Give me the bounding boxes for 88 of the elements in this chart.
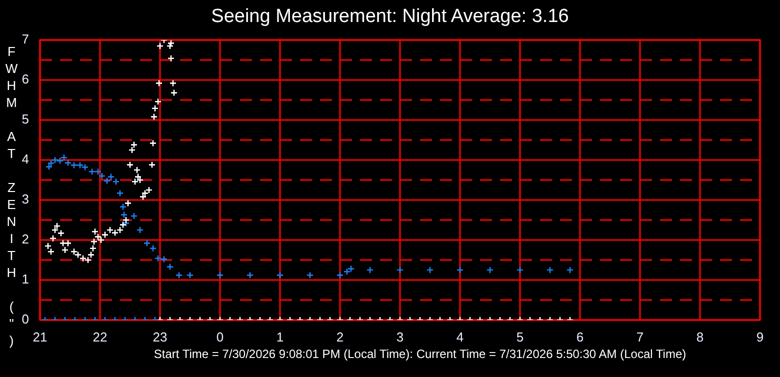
point — [119, 221, 127, 228]
point — [336, 272, 344, 279]
point — [134, 173, 142, 180]
point — [70, 248, 78, 256]
x-tick-label: 22 — [92, 329, 108, 344]
point — [151, 104, 159, 112]
point — [343, 268, 351, 276]
point — [154, 254, 162, 262]
point — [136, 226, 144, 234]
x-tick-label: 7 — [636, 329, 644, 344]
point — [175, 272, 183, 279]
point — [139, 193, 147, 200]
x-tick-label: 5 — [516, 329, 524, 344]
y-tick-label: 6 — [22, 72, 29, 87]
point — [133, 166, 141, 174]
point — [166, 263, 174, 270]
point — [148, 161, 156, 168]
point — [566, 266, 574, 274]
y-tick-label: 2 — [22, 232, 29, 247]
point — [88, 168, 96, 176]
point — [156, 42, 164, 50]
x-tick-label: 23 — [152, 329, 168, 344]
point — [456, 266, 464, 274]
point — [246, 272, 254, 279]
point — [149, 140, 157, 147]
point — [426, 266, 434, 274]
x-tick-label: 6 — [576, 329, 584, 344]
point — [116, 190, 124, 197]
y-tick-label: 1 — [22, 272, 29, 287]
x-tick-label: 8 — [696, 329, 704, 344]
y-tick-label: 7 — [22, 32, 29, 47]
point — [154, 98, 162, 106]
point — [145, 186, 153, 194]
point — [170, 89, 178, 96]
point — [61, 246, 69, 254]
point — [122, 216, 130, 224]
point — [45, 163, 53, 170]
point — [131, 178, 139, 186]
point — [116, 226, 124, 234]
point — [160, 256, 168, 263]
point — [276, 272, 284, 279]
point — [306, 272, 314, 279]
point — [155, 80, 163, 87]
x-tick-label: 2 — [336, 329, 344, 344]
point — [89, 244, 97, 252]
point — [90, 238, 98, 246]
point — [64, 240, 72, 247]
text: Start Time = 7/30/2026 9:08:01 PM (Local Time): Current Time = 7/31/2026 5:50:30 AM (Local Time) — [154, 347, 686, 361]
point — [119, 203, 127, 210]
point — [169, 80, 177, 87]
chart-title: Seeing Measurement: Night Average: 3.16 — [210, 6, 570, 28]
point — [120, 211, 128, 218]
y-axis-title: FWHM AT ZENITH (") — [4, 44, 19, 350]
x-tick-label: 0 — [216, 329, 224, 344]
point — [347, 265, 355, 272]
x-tick-label: 4 — [456, 329, 464, 344]
point — [150, 113, 158, 120]
point — [396, 266, 404, 274]
y-tick-label: 4 — [22, 152, 29, 167]
y-tick-label: 3 — [22, 192, 29, 207]
point — [167, 54, 175, 62]
point — [126, 161, 134, 168]
point — [87, 251, 95, 258]
point — [130, 141, 138, 148]
x-tick-label: 1 — [276, 329, 284, 344]
point — [53, 222, 61, 230]
point — [546, 266, 554, 274]
point — [128, 146, 136, 154]
point — [216, 272, 224, 279]
x-tick-label: 9 — [756, 329, 764, 344]
x-tick-label: 21 — [32, 329, 48, 344]
point — [47, 160, 55, 167]
point — [101, 231, 109, 238]
point — [97, 236, 105, 244]
point — [516, 266, 524, 274]
point — [130, 212, 138, 220]
point — [59, 240, 67, 247]
y-tick-label: 5 — [22, 112, 29, 127]
point — [486, 266, 494, 274]
point — [124, 200, 132, 207]
point — [366, 266, 374, 274]
x-tick-label: 3 — [396, 329, 404, 344]
point — [149, 244, 157, 252]
point — [49, 234, 57, 242]
y-tick-label: 0 — [22, 312, 29, 327]
point — [141, 190, 149, 197]
point — [143, 240, 151, 247]
point — [186, 272, 194, 279]
